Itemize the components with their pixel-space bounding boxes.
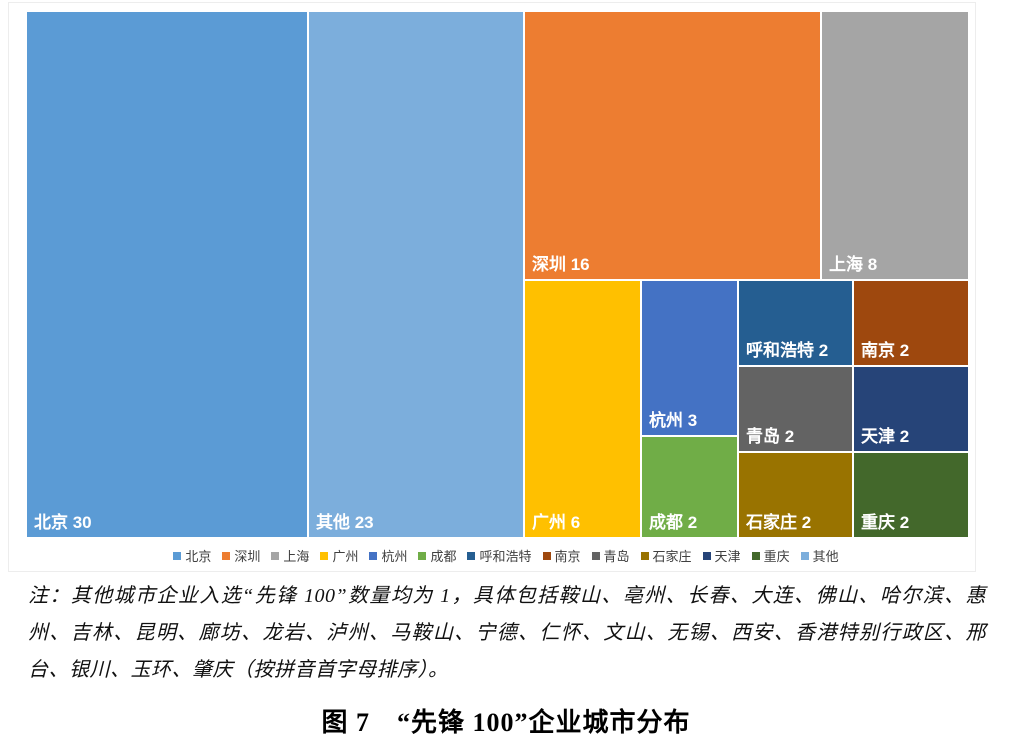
legend-label: 石家庄 bbox=[652, 549, 692, 564]
legend-swatch-icon bbox=[418, 551, 427, 560]
treemap-cell-label-guangzhou: 广州 6 bbox=[532, 513, 581, 533]
treemap-cell-guangzhou: 广州 6 bbox=[525, 281, 640, 537]
legend-item-shenzhen: 深圳 bbox=[222, 546, 260, 565]
note-line-2: 州、吉林、昆明、廊坊、龙岩、泸州、马鞍山、宁德、仁怀、文山、无锡、西安、香港特别… bbox=[28, 622, 986, 644]
legend-label: 广州 bbox=[332, 549, 359, 564]
treemap-cell-shenzhen: 深圳 16 bbox=[525, 12, 820, 279]
legend-item-chongqing: 重庆 bbox=[751, 546, 790, 565]
legend-swatch-icon bbox=[591, 551, 600, 560]
treemap-cell-label-nanjing: 南京 2 bbox=[861, 341, 910, 361]
treemap-cell-chongqing: 重庆 2 bbox=[854, 453, 968, 537]
legend-label: 杭州 bbox=[381, 549, 408, 564]
legend-item-tianjin: 天津 bbox=[702, 546, 741, 565]
legend-swatch-icon bbox=[542, 551, 551, 560]
legend-item-nanjing: 南京 bbox=[542, 546, 581, 565]
treemap-cell-chengdu: 成都 2 bbox=[642, 437, 737, 537]
figure-caption: 图 7 “先锋 100”企业城市分布 bbox=[321, 708, 691, 737]
legend-label: 深圳 bbox=[234, 549, 261, 564]
legend-label: 南京 bbox=[554, 549, 581, 564]
legend-label: 其他 bbox=[812, 549, 839, 564]
treemap-cell-hangzhou: 杭州 3 bbox=[642, 281, 737, 435]
legend-swatch-icon bbox=[467, 551, 476, 560]
treemap-cell-label-qingdao: 青岛 2 bbox=[746, 427, 795, 447]
legend-swatch-icon bbox=[173, 551, 182, 560]
legend-swatch-icon bbox=[751, 551, 760, 560]
treemap-cell-shijiazhuang: 石家庄 2 bbox=[739, 453, 852, 537]
treemap-cell-qita: 其他 23 bbox=[309, 12, 523, 537]
legend-label: 天津 bbox=[714, 549, 741, 564]
legend-swatch-icon bbox=[271, 551, 280, 560]
figure-note: 注：其他城市企业入选“先锋 100”数量均为 1，具体包括鞍山、亳州、长春、大连… bbox=[28, 578, 986, 689]
legend-swatch-icon bbox=[222, 551, 231, 560]
legend-item-qita: 其他 bbox=[800, 546, 839, 565]
treemap-cell-tianjin: 天津 2 bbox=[854, 367, 968, 451]
treemap-cell-qingdao: 青岛 2 bbox=[739, 367, 852, 451]
treemap-cell-label-shanghai: 上海 8 bbox=[829, 255, 878, 275]
legend-swatch-icon bbox=[800, 551, 809, 560]
note-line-1: 注：其他城市企业入选“先锋 100”数量均为 1，具体包括鞍山、亳州、长春、大连… bbox=[28, 585, 986, 607]
note-line-3: 台、银川、玉环、肇庆（按拼音首字母排序）。 bbox=[28, 659, 449, 681]
treemap-cell-nanjing: 南京 2 bbox=[854, 281, 968, 365]
treemap-cell-beijing: 北京 30 bbox=[27, 12, 307, 537]
legend-label: 上海 bbox=[283, 549, 310, 564]
legend-item-shijiazhuang: 石家庄 bbox=[640, 546, 692, 565]
chart-legend: 北京 深圳 上海 广州 杭州 成都 呼和浩特 南京 青岛 石家庄 天津 重庆 其他 bbox=[0, 546, 1012, 565]
treemap-cell-huhehaote: 呼和浩特 2 bbox=[739, 281, 852, 365]
treemap-cell-label-hangzhou: 杭州 3 bbox=[649, 411, 698, 431]
legend-item-shanghai: 上海 bbox=[271, 546, 309, 565]
legend-swatch-icon bbox=[640, 551, 649, 560]
legend-item-hangzhou: 杭州 bbox=[369, 546, 407, 565]
legend-label: 重庆 bbox=[763, 549, 790, 564]
legend-label: 青岛 bbox=[603, 549, 630, 564]
treemap-cell-label-tianjin: 天津 2 bbox=[861, 427, 910, 447]
treemap-cell-label-shijiazhuang: 石家庄 2 bbox=[746, 513, 812, 533]
legend-swatch-icon bbox=[320, 551, 329, 560]
treemap-cell-label-chongqing: 重庆 2 bbox=[861, 513, 910, 533]
legend-item-guangzhou: 广州 bbox=[320, 546, 358, 565]
legend-item-chengdu: 成都 bbox=[418, 546, 456, 565]
legend-swatch-icon bbox=[369, 551, 378, 560]
legend-swatch-icon bbox=[702, 551, 711, 560]
legend-item-beijing: 北京 bbox=[173, 546, 211, 565]
treemap-cell-label-qita: 其他 23 bbox=[316, 513, 374, 533]
legend-label: 成都 bbox=[430, 549, 457, 564]
treemap-cell-label-beijing: 北京 30 bbox=[34, 513, 92, 533]
treemap-cell-label-shenzhen: 深圳 16 bbox=[532, 255, 590, 275]
legend-item-qingdao: 青岛 bbox=[591, 546, 630, 565]
legend-label: 北京 bbox=[185, 549, 212, 564]
legend-label: 呼和浩特 bbox=[479, 549, 532, 564]
treemap-cell-label-huhehaote: 呼和浩特 2 bbox=[746, 341, 829, 361]
treemap-cell-label-chengdu: 成都 2 bbox=[649, 513, 698, 533]
legend-item-huhehaote: 呼和浩特 bbox=[467, 546, 532, 565]
treemap-cell-shanghai: 上海 8 bbox=[822, 12, 968, 279]
treemap: 北京 30 其他 23 深圳 16 上海 8 广州 6 杭州 3 成都 2 呼和浩特 2 青岛 … bbox=[27, 12, 968, 537]
